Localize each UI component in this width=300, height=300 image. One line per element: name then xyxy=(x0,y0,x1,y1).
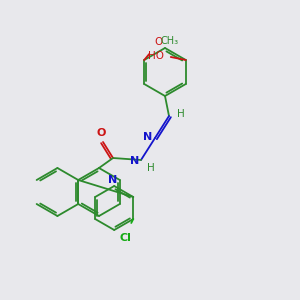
Text: N: N xyxy=(143,132,152,142)
Text: HO: HO xyxy=(148,51,164,61)
Text: H: H xyxy=(147,163,155,173)
Text: O: O xyxy=(96,128,106,138)
Text: CH₃: CH₃ xyxy=(160,36,178,46)
Text: Cl: Cl xyxy=(119,233,131,243)
Text: H: H xyxy=(177,109,185,119)
Text: N: N xyxy=(107,175,117,185)
Text: N: N xyxy=(130,156,139,166)
Text: O: O xyxy=(154,37,163,47)
